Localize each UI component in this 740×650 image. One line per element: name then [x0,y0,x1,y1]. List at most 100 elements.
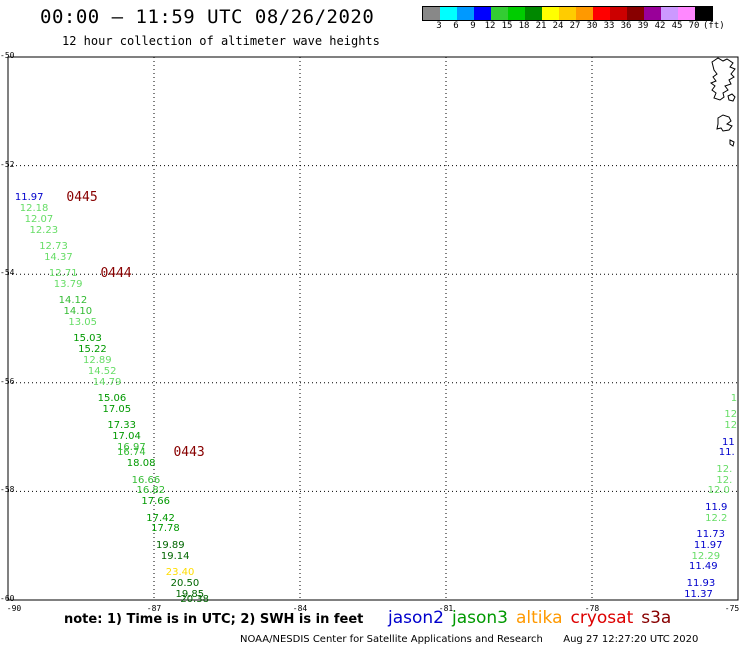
legend-swatch [474,7,491,20]
legend-swatch [423,7,440,20]
satellite-name: s3a [641,608,672,628]
pass-time-label: 0443 [173,445,205,461]
legend-swatch [440,7,457,20]
legend-swatch [457,7,474,20]
latitude-tick-label: -54 [0,268,15,278]
wave-height-label: 11.97 [693,539,723,551]
legend-label: 18 [518,21,530,31]
longitude-tick-label: -75 [724,604,740,613]
wave-height-label: 12 [724,409,738,421]
longitude-tick-label: -90 [6,604,22,613]
wave-height-label: 12.18 [19,203,49,215]
wave-height-label: 12.23 [29,224,59,236]
legend-swatch [508,7,525,20]
latitude-tick-label: -56 [0,376,15,386]
legend-label: 70 [688,21,700,31]
wave-height-label: 11.37 [684,588,713,600]
legend-label: 24 [552,21,564,31]
wave-height-label: 17.42 [146,512,175,524]
footer-credit: NOAA/NESDIS Center for Satellite Applica… [240,634,698,645]
wave-height-label: 12.07 [24,213,54,225]
wave-height-label: 15.22 [78,344,107,356]
wave-height-label: 1 [730,393,738,405]
legend-swatch [678,7,695,20]
legend-label: 12 [484,21,496,31]
plot-frame [7,56,739,601]
grid-lines [8,57,738,600]
satellite-name: jason2 [388,608,444,628]
wave-height-label: 14.37 [44,251,73,263]
wave-height-label: 17.33 [107,420,136,432]
legend-label: 15 [501,21,513,31]
legend-label: 9 [470,21,476,31]
wave-height-label: 20.50 [170,577,200,589]
wave-height-label: 11.73 [696,528,725,540]
legend-label: 45 [671,21,683,31]
wave-height-label: 17.04 [112,431,141,443]
legend-label: 21 [535,21,547,31]
wave-height-label: 17.05 [102,403,132,415]
legend-label: 36 [620,21,632,31]
longitude-tick-label: -78 [584,604,600,613]
wave-height-label: 12. [716,474,733,486]
wave-height-label: 11.93 [686,577,716,589]
legend-label: 6 [453,21,459,31]
wave-height-label: 14.52 [87,365,117,377]
legend-swatch [559,7,576,20]
legend-swatch [627,7,644,20]
page-title: 00:00 – 11:59 UTC 08/26/2020 [40,6,375,28]
coastline-fragment [716,114,733,132]
wave-height-label: 11.9 [705,501,728,513]
latitude-tick-label: -58 [0,485,15,495]
credit-text: NOAA/NESDIS Center for Satellite Applica… [240,634,543,645]
legend-swatch [610,7,627,20]
wave-height-label: 12.73 [39,241,68,253]
wave-height-label: 16.74 [117,447,146,459]
wave-height-label: 19.85 [175,588,205,600]
coastline [709,57,736,147]
coastline-fragment [727,93,736,102]
wave-height-label: 12.0 [707,485,730,497]
satellite-name: jason3 [452,608,508,628]
wave-height-label: 20.38 [180,594,209,605]
satellite-list: jason2 jason3 altika cryosat s3a [388,608,679,628]
latitude-tick-label: -50 [0,51,15,60]
legend-label: 42 [654,21,666,31]
wave-height-label: 17.66 [141,496,171,508]
wave-height-label: 16.66 [131,474,161,486]
wave-height-label: 17.78 [151,523,180,535]
wave-height-label: 23.40 [165,566,195,578]
legend-swatch [542,7,559,20]
legend-swatch [661,7,678,20]
wave-height-label: 18.08 [126,458,156,470]
legend-swatch [525,7,542,20]
page-subtitle: 12 hour collection of altimeter wave hei… [62,34,380,48]
longitude-tick-label: -81 [438,604,454,613]
wave-height-label: 16.97 [117,441,146,453]
legend-label: 39 [637,21,649,31]
generation-timestamp: Aug 27 12:27:20 UTC 2020 [563,634,699,645]
longitude-tick-label: -84 [292,604,308,613]
wave-height-label: 12.71 [48,268,78,280]
wave-height-label: 12.2 [705,512,728,524]
wave-height-label: 11.49 [689,561,718,573]
wave-height-label: 11. [718,447,735,459]
wave-height-label: 15.06 [97,393,127,405]
pass-time-label: 0444 [100,266,132,282]
latitude-tick-label: -60 [0,594,15,603]
wave-height-label: 12.29 [691,550,721,562]
legend-swatch [644,7,661,20]
legend-swatch [576,7,593,20]
wave-height-label: 16.82 [136,485,166,497]
pass-time-label: 0445 [66,190,98,206]
wave-height-label: 14.12 [58,295,88,307]
wave-height-label: 13.05 [68,317,98,329]
wave-height-label: 15.03 [73,333,102,345]
wave-height-label: 11 [721,436,735,448]
satellite-name: cryosat [570,608,634,628]
wave-height-label: 14.10 [63,306,93,318]
coastline-fragment [709,57,736,101]
wave-height-label: 11.97 [14,192,44,204]
wave-height-label: 12.89 [83,355,112,367]
